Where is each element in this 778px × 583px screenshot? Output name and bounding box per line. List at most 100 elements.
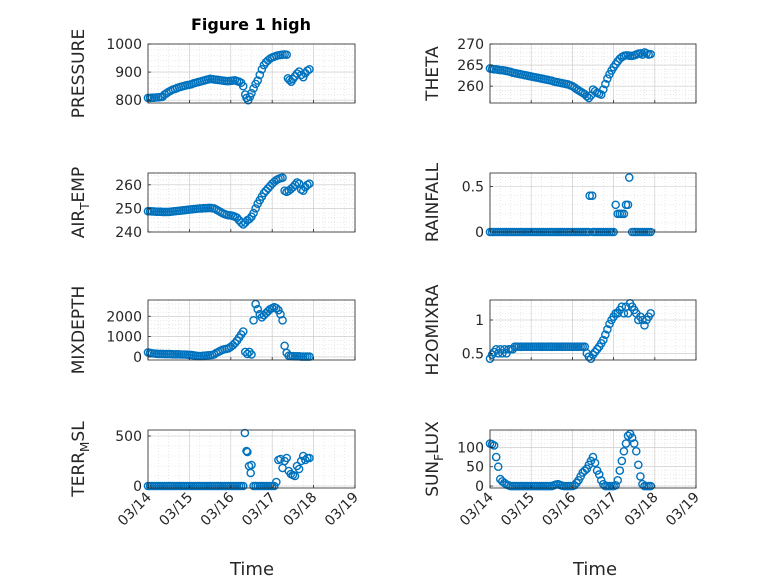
data-marker [282, 453, 291, 463]
data-marker [242, 446, 251, 456]
y-tick-label: 260 [457, 79, 484, 95]
y-tick-label: 900 [115, 65, 142, 81]
y-tick-label: 1000 [106, 330, 142, 346]
y-axis-label: H2OMIXRA [423, 284, 443, 375]
axes-box [147, 299, 356, 361]
plot-area [148, 173, 355, 232]
axes-box [489, 429, 697, 489]
data-marker [646, 49, 655, 59]
data-marker [249, 208, 258, 218]
data-marker [247, 350, 256, 359]
data-marker [621, 439, 631, 448]
y-tick-label: 100 [457, 440, 484, 456]
data-marker [290, 180, 300, 190]
axes-box [489, 43, 697, 104]
y-tick-label: 260 [115, 178, 142, 194]
data-marker [251, 299, 260, 309]
y-tick-label: 50 [466, 460, 484, 476]
data-marker [585, 191, 595, 200]
data-marker [290, 471, 300, 481]
subplot-1: 800 900 1000 PRESSURE [69, 29, 356, 118]
data-marker [594, 470, 604, 479]
data-marker [247, 460, 256, 470]
x-axis-label-right: Time [572, 559, 617, 580]
y-tick-label: 0 [133, 479, 142, 495]
y-tick-label: 0.5 [462, 180, 484, 196]
data-marker [243, 349, 252, 359]
data-marker [245, 214, 254, 224]
data-marker [274, 305, 283, 315]
data-marker [489, 441, 499, 450]
data-marker [278, 173, 287, 183]
data-marker [627, 433, 637, 443]
data-marker [249, 316, 258, 325]
data-marker [253, 76, 263, 85]
figure-title: Figure 1 high [191, 15, 311, 34]
data-marker [243, 447, 252, 457]
data-marker [257, 64, 267, 74]
data-marker [619, 209, 629, 219]
subplot-6: 0.5 1 H2OMIXRA [423, 284, 697, 376]
data-marker [272, 477, 281, 487]
y-axis-label: AIRTEMP [69, 167, 92, 238]
x-axis-label-left: Time [229, 559, 274, 580]
data-marker [601, 79, 610, 89]
data-marker [587, 191, 597, 200]
y-tick-label: 0 [133, 350, 142, 366]
data-marker [631, 446, 641, 456]
y-tick-label: 0 [475, 479, 484, 495]
axes-box [147, 43, 356, 104]
data-marker [599, 85, 608, 94]
data-marker [611, 480, 620, 490]
data-marker [624, 173, 634, 182]
data-marker [613, 475, 623, 485]
data-marker [623, 200, 633, 210]
data-marker [588, 452, 598, 462]
data-marker [580, 466, 590, 475]
data-marker [596, 90, 606, 99]
data-marker [629, 439, 639, 448]
axes-box [147, 429, 356, 489]
y-tick-label: 0.5 [462, 346, 484, 362]
data-marker [246, 468, 255, 478]
data-marker [305, 453, 314, 463]
data-marker [623, 431, 633, 441]
data-marker [282, 50, 291, 59]
data-marker [491, 452, 501, 462]
data-marker [272, 303, 281, 313]
data-marker [294, 464, 304, 474]
y-axis-label: SUNFLUX [423, 421, 446, 497]
data-marker [296, 70, 306, 80]
data-marker [603, 74, 612, 83]
y-axis-label: THETA [423, 46, 443, 102]
data-marker [599, 335, 608, 345]
data-marker [303, 66, 312, 75]
y-tick-label: 2000 [106, 309, 142, 325]
data-marker [611, 200, 620, 210]
data-marker [646, 309, 655, 318]
plot-area [148, 430, 355, 488]
y-tick-label: 250 [115, 201, 142, 217]
data-marker [636, 472, 645, 481]
axes-box [147, 172, 356, 233]
data-marker [570, 480, 579, 490]
data-marker [601, 330, 610, 339]
data-marker [238, 81, 248, 91]
data-marker [615, 466, 625, 475]
subplot-3: 240 250 260 AIRTEMP [69, 167, 356, 241]
y-tick-label: 500 [115, 429, 142, 445]
data-marker [253, 304, 263, 314]
data-marker [493, 462, 503, 472]
data-marker [238, 481, 248, 491]
axes-box [489, 299, 697, 361]
axes-box [489, 172, 697, 233]
data-marker [301, 455, 310, 465]
subplot-4: 0 0.5 RAINFALL [423, 162, 697, 242]
y-tick-label: 240 [115, 225, 142, 241]
data-marker [584, 93, 594, 103]
y-axis-label: RAINFALL [423, 162, 443, 242]
data-marker [619, 446, 629, 456]
data-marker [305, 179, 314, 188]
data-marker [276, 454, 285, 464]
data-marker [230, 338, 240, 348]
